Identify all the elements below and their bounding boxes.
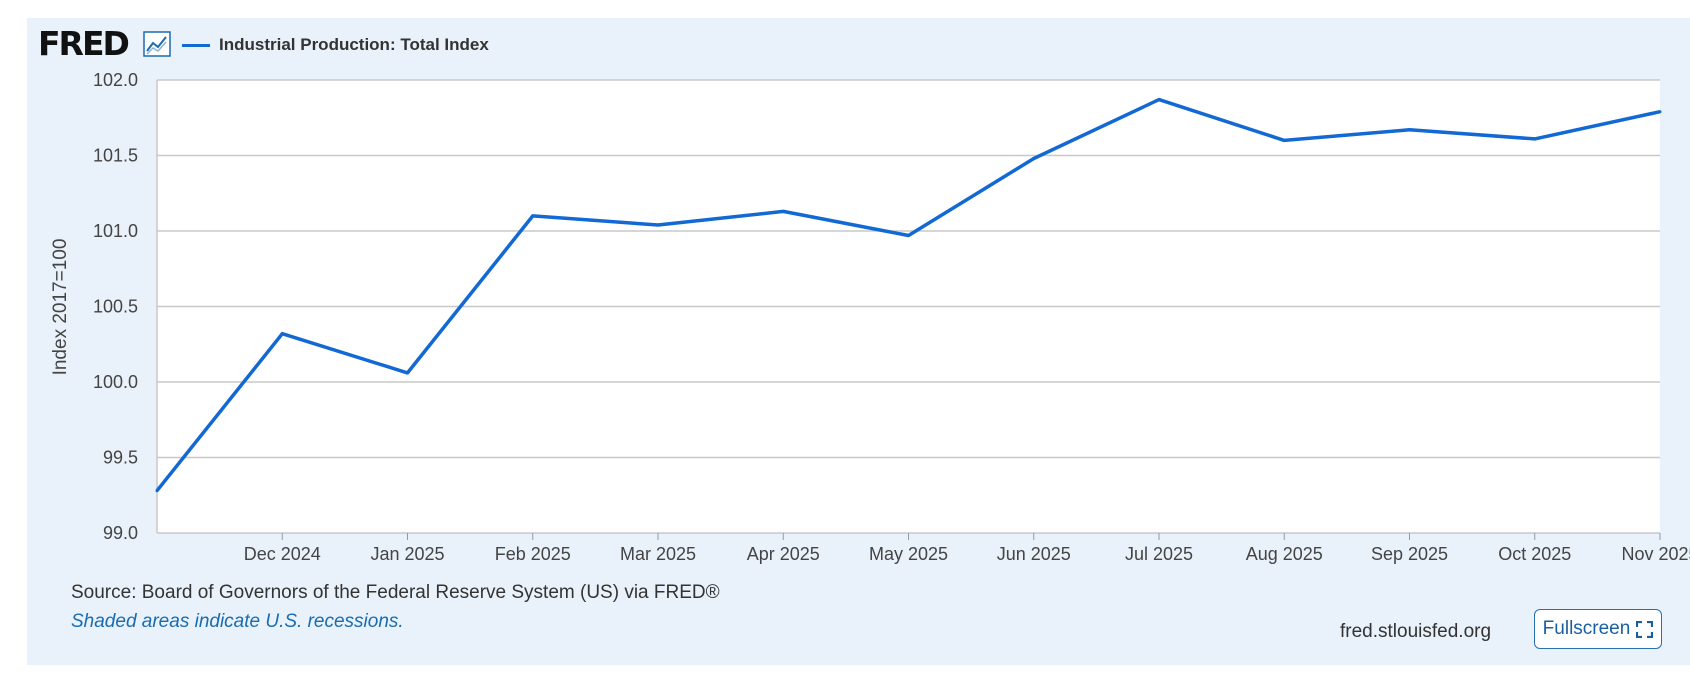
data-point xyxy=(781,209,785,213)
data-point xyxy=(656,223,660,227)
x-tick-label: Jun 2025 xyxy=(997,544,1071,564)
x-tick-label: Oct 2025 xyxy=(1498,544,1571,564)
data-point xyxy=(1658,110,1662,114)
source-note: Source: Board of Governors of the Federa… xyxy=(71,582,720,603)
fullscreen-button[interactable]: Fullscreen xyxy=(1534,609,1662,649)
data-point xyxy=(406,371,409,375)
data-point xyxy=(1032,157,1036,161)
recession-note: Shaded areas indicate U.S. recessions. xyxy=(71,611,404,632)
x-tick-label: May 2025 xyxy=(869,544,948,564)
data-point xyxy=(531,214,535,218)
data-point xyxy=(1157,98,1161,102)
data-point xyxy=(1282,138,1286,142)
y-tick-label: 100.0 xyxy=(93,372,138,392)
site-link[interactable]: fred.stlouisfed.org xyxy=(1340,621,1492,642)
y-tick-label: 99.0 xyxy=(103,523,138,543)
y-tick-label: 101.5 xyxy=(93,146,138,166)
x-tick-label: Feb 2025 xyxy=(495,544,571,564)
fred-logo[interactable]: FRED xyxy=(38,24,130,63)
x-tick-label: Apr 2025 xyxy=(747,544,820,564)
x-tick-label: Nov 2025 xyxy=(1621,544,1690,564)
x-tick-label: Aug 2025 xyxy=(1246,544,1323,564)
series-line xyxy=(155,97,1661,492)
y-axis-label: Index 2017=100 xyxy=(50,238,71,376)
chart-line-icon[interactable] xyxy=(143,31,171,57)
fullscreen-icon xyxy=(1636,620,1654,638)
x-tick-label: Sep 2025 xyxy=(1371,544,1448,564)
legend-label: Industrial Production: Total Index xyxy=(219,35,489,54)
data-point xyxy=(907,234,910,238)
y-tick-label: 100.5 xyxy=(93,297,138,317)
legend-swatch xyxy=(182,44,210,47)
y-tick-label: 99.5 xyxy=(103,448,138,468)
x-tick-label: Jul 2025 xyxy=(1125,544,1193,564)
y-tick-label: 102.0 xyxy=(93,70,138,90)
x-tick-label: Mar 2025 xyxy=(620,544,696,564)
fullscreen-label: Fullscreen xyxy=(1542,618,1631,639)
y-tick-label: 101.0 xyxy=(93,221,138,241)
data-point xyxy=(155,489,159,493)
x-tick-label: Dec 2024 xyxy=(244,544,321,564)
x-tick-label: Jan 2025 xyxy=(370,544,444,564)
data-point xyxy=(280,332,284,336)
data-point xyxy=(1408,128,1411,132)
data-point xyxy=(1533,137,1537,141)
